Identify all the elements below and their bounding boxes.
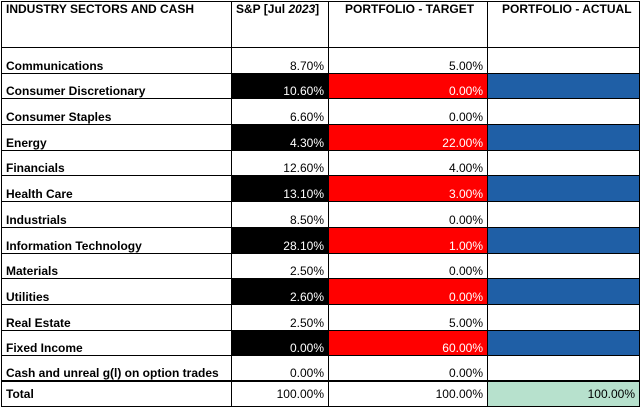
table-row: Information Technology 28.10% 1.00%	[1, 226, 640, 254]
sp500-weight: 13.10%	[231, 175, 329, 203]
table-row: Materials 2.50% 0.00%	[1, 252, 640, 280]
total-sp500: 100.00%	[231, 380, 329, 407]
sector-name: Utilities	[1, 278, 232, 305]
portfolio-target-weight: 0.00%	[328, 72, 488, 100]
sp500-weight: 4.30%	[231, 124, 329, 151]
total-label: Total	[1, 380, 232, 407]
portfolio-target-weight: 3.00%	[328, 175, 488, 203]
portfolio-target-weight: 4.00%	[328, 149, 488, 177]
sp500-weight: 28.10%	[231, 226, 329, 254]
sp500-weight: 2.50%	[231, 303, 329, 331]
sector-name: Consumer Staples	[1, 98, 232, 126]
total-target: 100.00%	[328, 380, 488, 407]
sp500-weight: 0.00%	[231, 329, 329, 357]
sp500-weight: 6.60%	[231, 98, 329, 126]
sector-name: Financials	[1, 149, 232, 177]
portfolio-actual-weight	[487, 149, 640, 177]
header-sp500: S&P [Jul 2023]	[231, 1, 329, 48]
header-portfolio-actual: PORTFOLIO - ACTUAL	[487, 1, 640, 48]
sp500-weight: 2.50%	[231, 252, 329, 280]
sector-name: Health Care	[1, 175, 232, 203]
sector-name: Consumer Discretionary	[1, 72, 232, 100]
portfolio-target-weight: 5.00%	[328, 303, 488, 331]
table-row: Communications 8.70% 5.00%	[1, 47, 640, 74]
portfolio-actual-weight	[487, 226, 640, 254]
sp500-weight: 0.00%	[231, 355, 329, 382]
header-row: INDUSTRY SECTORS AND CASH S&P [Jul 2023]…	[1, 1, 640, 48]
portfolio-target-weight: 0.00%	[328, 278, 488, 305]
total-row: Total 100.00% 100.00% 100.00%	[1, 380, 640, 407]
table-body: Communications 8.70% 5.00% Consumer Discret…	[1, 47, 640, 407]
sector-name: Information Technology	[1, 226, 232, 254]
portfolio-target-weight: 1.00%	[328, 226, 488, 254]
sector-name: Communications	[1, 47, 232, 74]
sp500-weight: 12.60%	[231, 149, 329, 177]
header-sp500-prefix: S&P [Jul	[236, 2, 289, 17]
portfolio-actual-weight	[487, 252, 640, 280]
portfolio-actual-weight	[487, 72, 640, 100]
sector-name: Materials	[1, 252, 232, 280]
portfolio-target-weight: 0.00%	[328, 355, 488, 382]
portfolio-actual-weight	[487, 124, 640, 151]
table-row: Consumer Staples 6.60% 0.00%	[1, 98, 640, 126]
header-sp500-suffix: ]	[315, 2, 320, 17]
table-row: Consumer Discretionary 10.60% 0.00%	[1, 72, 640, 100]
portfolio-actual-weight	[487, 278, 640, 305]
sector-name: Cash and unreal g(l) on option trades	[1, 355, 232, 382]
table-row: Utilities 2.60% 0.00%	[1, 278, 640, 305]
sector-name: Real Estate	[1, 303, 232, 331]
table-row: Energy 4.30% 22.00%	[1, 124, 640, 151]
table-row: Financials 12.60% 4.00%	[1, 149, 640, 177]
portfolio-actual-weight	[487, 47, 640, 74]
sector-name: Energy	[1, 124, 232, 151]
header-portfolio-target: PORTFOLIO - TARGET	[328, 1, 488, 48]
header-sp500-year: 2023	[288, 2, 316, 17]
portfolio-target-weight: 0.00%	[328, 201, 488, 228]
sector-name: Industrials	[1, 201, 232, 228]
table-row: Industrials 8.50% 0.00%	[1, 201, 640, 228]
portfolio-actual-weight	[487, 98, 640, 126]
portfolio-target-weight: 0.00%	[328, 98, 488, 126]
header-sector: INDUSTRY SECTORS AND CASH	[1, 1, 232, 48]
table-row: Real Estate 2.50% 5.00%	[1, 303, 640, 331]
sector-name: Fixed Income	[1, 329, 232, 357]
portfolio-target-weight: 60.00%	[328, 329, 488, 357]
portfolio-actual-weight	[487, 175, 640, 203]
table-row: Cash and unreal g(l) on option trades 0.0…	[1, 355, 640, 382]
sp500-weight: 10.60%	[231, 72, 329, 100]
portfolio-actual-weight	[487, 201, 640, 228]
total-actual: 100.00%	[487, 380, 640, 407]
portfolio-actual-weight	[487, 355, 640, 382]
portfolio-target-weight: 0.00%	[328, 252, 488, 280]
portfolio-target-weight: 22.00%	[328, 124, 488, 151]
sp500-weight: 2.60%	[231, 278, 329, 305]
portfolio-actual-weight	[487, 303, 640, 331]
table-row: Health Care 13.10% 3.00%	[1, 175, 640, 203]
sp500-weight: 8.50%	[231, 201, 329, 228]
portfolio-actual-weight	[487, 329, 640, 357]
table-row: Fixed Income 0.00% 60.00%	[1, 329, 640, 357]
portfolio-target-weight: 5.00%	[328, 47, 488, 74]
sp500-weight: 8.70%	[231, 47, 329, 74]
